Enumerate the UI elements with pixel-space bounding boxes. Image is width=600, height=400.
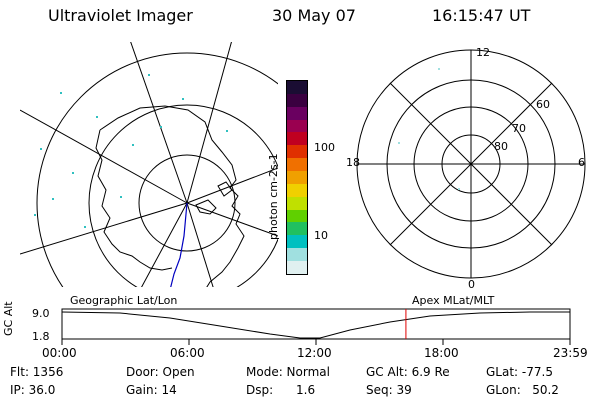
pixel-dot [120, 196, 122, 198]
pixel-dot [34, 214, 36, 216]
status-mode: Mode: Normal [246, 365, 330, 379]
latitude-circle [138, 154, 236, 252]
mlt-label-12: 12 [476, 46, 490, 59]
geo-map-title: Geographic Lat/Lon [70, 294, 178, 307]
colorbar-segment [287, 196, 307, 210]
coastline [217, 181, 233, 197]
lat-label-60: 60 [536, 98, 550, 111]
status-flt: Flt: 1356 [10, 365, 64, 379]
longitude-line [186, 202, 278, 237]
longitude-line [186, 202, 214, 287]
longitude-line [141, 202, 188, 287]
colorbar-segment [287, 132, 307, 146]
timeline-x-tick: 06:00 [170, 346, 205, 360]
status-seq: Seq: 39 [366, 383, 412, 397]
timeline-y-tick-min: 1.8 [32, 330, 50, 343]
status-ip: IP: 36.0 [10, 383, 56, 397]
colorbar-segment [287, 261, 307, 274]
timeline-x-tick: 00:00 [42, 346, 77, 360]
pixel-dot [60, 92, 62, 94]
pixel-dot [52, 198, 54, 200]
timeline-y-label: GC Alt [2, 301, 15, 336]
colorbar-tick-10: 10 [314, 229, 328, 242]
latitude-circle [36, 52, 278, 287]
colorbar-segment [287, 248, 307, 262]
instrument-title: Ultraviolet Imager [48, 6, 193, 25]
colorbar-tick-100: 100 [314, 141, 335, 154]
coastline [95, 129, 173, 271]
pixel-dot [148, 74, 150, 76]
timeline-x-tick: 23:59 [553, 346, 588, 360]
lat-label-70: 70 [512, 122, 526, 135]
colorbar-segment [287, 158, 307, 172]
timeline-x-tick: 12:00 [297, 346, 332, 360]
mlt-line-diag2 [389, 82, 553, 246]
pixel-dot [40, 148, 42, 150]
latitude-circle [88, 104, 278, 287]
pixel-dot [398, 142, 400, 144]
colorbar-segment [287, 119, 307, 133]
coastline [195, 199, 217, 215]
colorbar-segment [287, 222, 307, 236]
orbit-track [170, 202, 188, 287]
pixel-dot [458, 188, 460, 190]
mlt-label-6: 6 [578, 156, 585, 169]
pixel-dot [182, 98, 184, 100]
longitude-line [186, 42, 232, 204]
pixel-dot [226, 130, 228, 132]
colorbar [286, 80, 308, 275]
pixel-dot [72, 172, 74, 174]
mlt-label-18: 18 [346, 156, 360, 169]
status-door: Door: Open [126, 365, 195, 379]
status-glon: GLon: 50.2 [486, 383, 559, 397]
pixel-dot [132, 144, 134, 146]
longitude-line [20, 202, 188, 255]
status-gc-alt: GC Alt: 6.9 Re [366, 365, 450, 379]
time-label: 16:15:47 UT [432, 6, 531, 25]
pixel-dot [96, 116, 98, 118]
colorbar-segment [287, 106, 307, 120]
colorbar-segment [287, 183, 307, 197]
pixel-dot [84, 226, 86, 228]
timeline-x-tick: 18:00 [424, 346, 459, 360]
pixel-dot [438, 68, 440, 70]
lat-label-80: 80 [494, 140, 508, 153]
status-glat: GLat: -77.5 [486, 365, 553, 379]
longitude-line [186, 167, 278, 204]
pixel-dot [160, 126, 162, 128]
colorbar-segment [287, 235, 307, 249]
timeline-y-tick-max: 9.0 [32, 307, 50, 320]
longitude-line [130, 42, 188, 204]
status-dsp: Dsp: 1.6 [246, 383, 316, 397]
longitude-line [20, 109, 188, 204]
altitude-curve [61, 311, 570, 339]
mlt-label-0: 0 [468, 278, 475, 291]
colorbar-segment [287, 171, 307, 184]
date-label: 30 May 07 [272, 6, 356, 25]
colorbar-segment [287, 145, 307, 159]
timeline-frame [61, 308, 571, 340]
polar-plot-title: Apex MLat/MLT [412, 294, 495, 307]
status-gain: Gain: 14 [126, 383, 177, 397]
colorbar-segment [287, 93, 307, 107]
colorbar-segment [287, 81, 307, 94]
colorbar-segment [287, 209, 307, 223]
